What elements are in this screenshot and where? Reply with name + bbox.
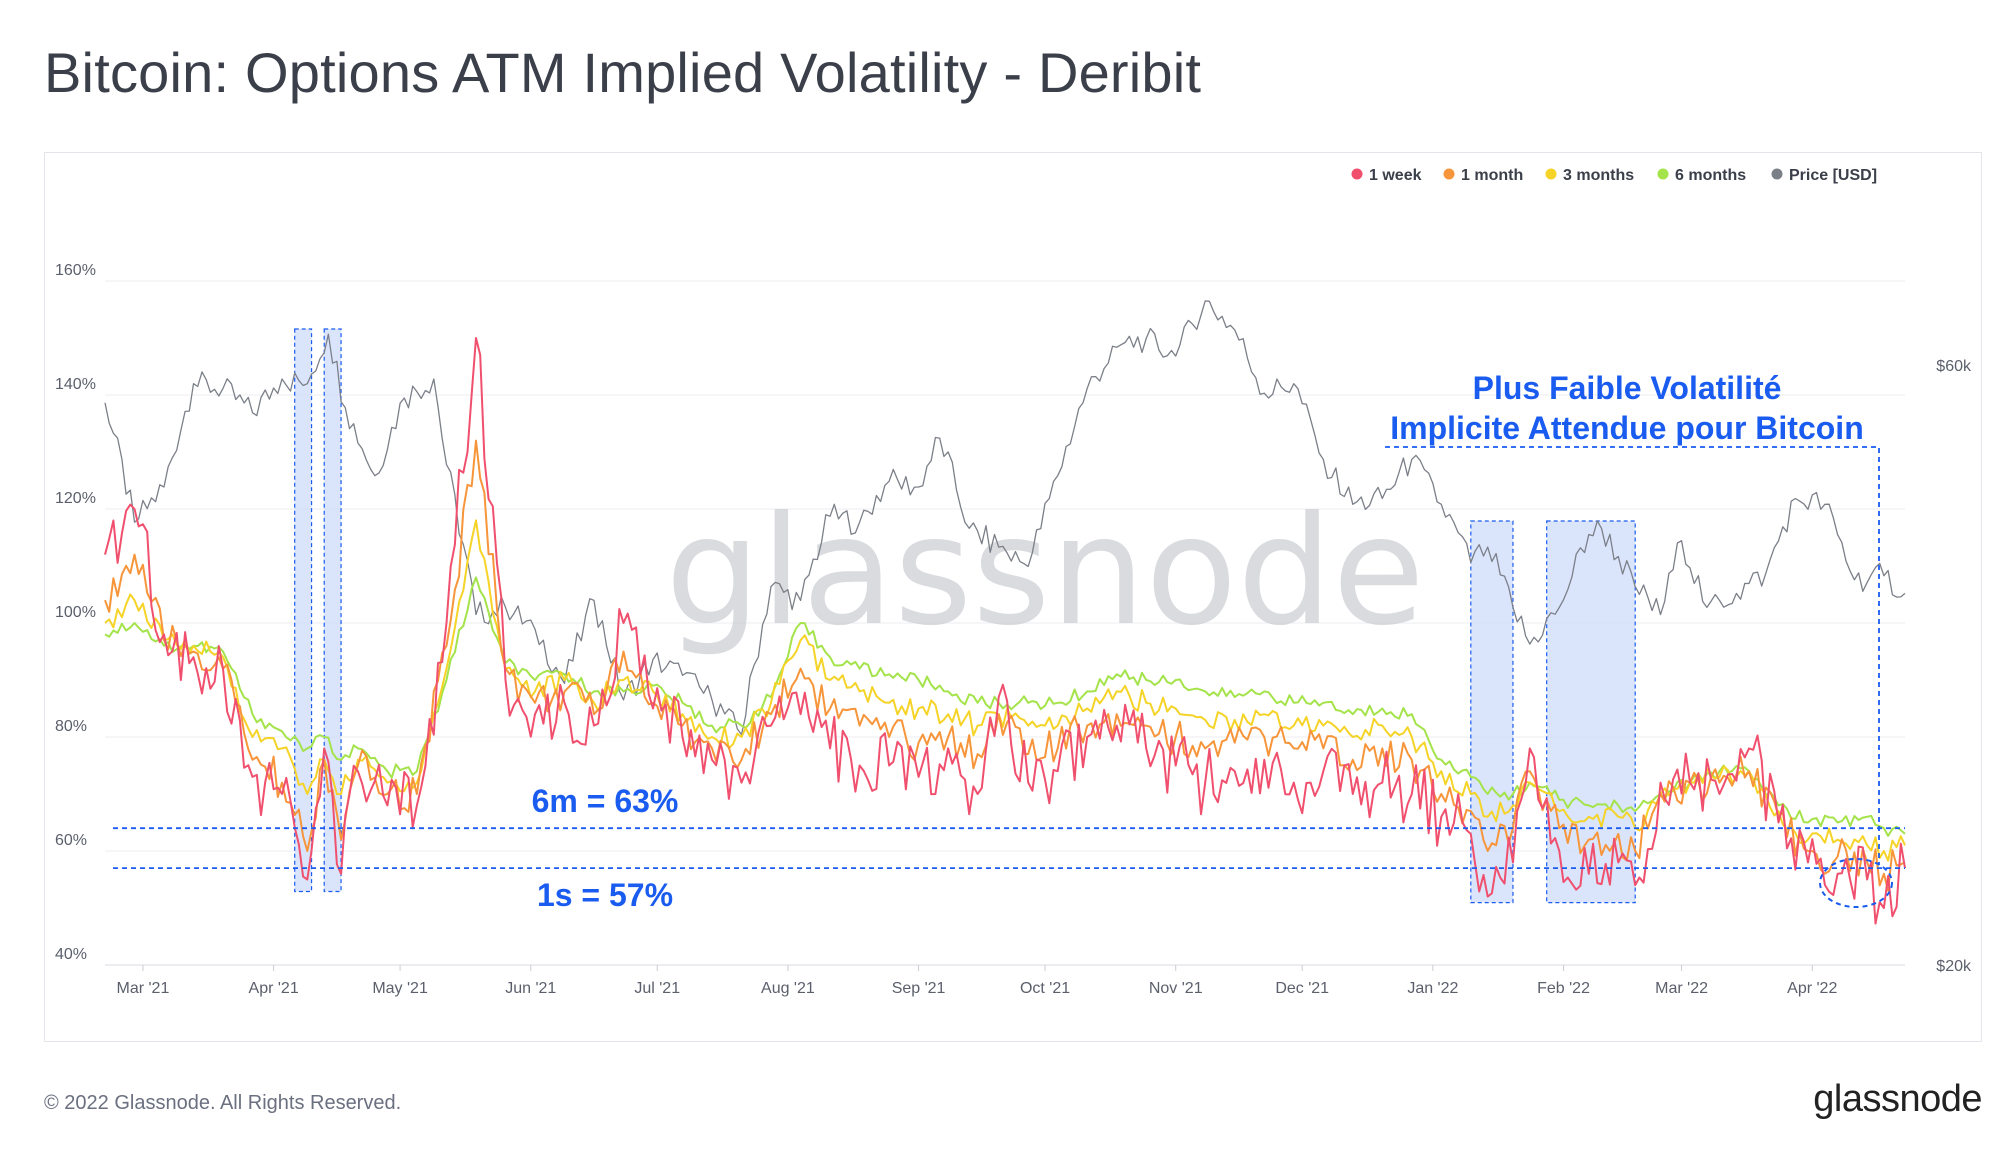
footer-copyright: © 2022 Glassnode. All Rights Reserved. [44, 1092, 402, 1114]
x-tick-label: Mar '22 [1655, 980, 1708, 997]
legend-label-1m: 1 month [1461, 167, 1523, 184]
x-tick-label: Apr '21 [249, 980, 299, 997]
x-tick-label: Mar '21 [117, 980, 170, 997]
x-tick-label: Jul '21 [634, 980, 680, 997]
highlight-period [1470, 520, 1514, 904]
grid-layer [105, 280, 1905, 966]
x-tick-label: Feb '22 [1537, 980, 1590, 997]
y-left-tick-label: 100% [55, 604, 96, 621]
headline-line-2: Implicite Attendue pour Bitcoin [1390, 410, 1863, 446]
y-left-tick-label: 140% [55, 376, 96, 393]
legend-label-price: Price [USD] [1789, 167, 1877, 184]
y-left-tick-label: 60% [55, 832, 87, 849]
chart-frame: glassnode 6m = 63% 1s = 57% Plus Faible Vo… [44, 152, 1982, 1042]
headline-connector [1385, 446, 1880, 865]
x-tick-label: Sep '21 [892, 980, 946, 997]
x-tick-label: Dec '21 [1275, 980, 1329, 997]
legend-label-6m: 6 months [1675, 167, 1746, 184]
series-line-price [104, 300, 1906, 736]
highlight-period [1546, 520, 1636, 904]
glassnode-logo[interactable]: glassnode [1813, 1078, 1982, 1120]
series-line-1w [104, 337, 1906, 925]
series-layer [104, 300, 1906, 925]
legend: Price [USD] 6 months 3 months 1 month 1 week [1351, 167, 1877, 184]
y-right-tick-label: $20k [1936, 958, 1972, 975]
highlight-period [323, 328, 342, 893]
legend-label-1w: 1 week [1369, 167, 1422, 184]
series-line-1m [104, 439, 1906, 892]
legend-swatch-6m [1657, 168, 1669, 180]
legend-swatch-3m [1545, 168, 1557, 180]
highlight-period [294, 328, 313, 893]
y-left-tick-label: 40% [55, 946, 87, 963]
legend-swatch-price [1771, 168, 1783, 180]
axis-layer: 40% 60% 80% 100% 120% 140% 160% $20k $60k Mar '21… [55, 262, 1972, 997]
annotation-layer: 6m = 63% 1s = 57% Plus Faible Volatilité Im… [113, 370, 1905, 913]
x-tick-label: Oct '21 [1020, 980, 1070, 997]
chart-svg: glassnode 6m = 63% 1s = 57% Plus Faible Vo… [55, 167, 1972, 997]
legend-swatch-1w [1351, 168, 1363, 180]
headline-line-1: Plus Faible Volatilité [1473, 370, 1782, 406]
y-left-tick-label: 160% [55, 262, 96, 279]
label-1w-level: 1s = 57% [537, 877, 673, 913]
series-line-6m [104, 576, 1906, 837]
lowest-vol-circle [1819, 858, 1893, 908]
page-title: Bitcoin: Options ATM Implied Volatility … [44, 41, 1202, 104]
y-left-tick-label: 120% [55, 490, 96, 507]
y-left-tick-label: 80% [55, 718, 87, 735]
legend-swatch-1m [1443, 168, 1455, 180]
x-tick-label: Aug '21 [761, 980, 815, 997]
y-right-tick-label: $60k [1936, 358, 1972, 375]
x-tick-label: Apr '22 [1787, 980, 1837, 997]
label-6m-level: 6m = 63% [532, 783, 679, 819]
x-tick-label: Jun '21 [505, 980, 556, 997]
series-line-3m [104, 519, 1906, 862]
x-tick-label: May '21 [372, 980, 428, 997]
watermark-text: glassnode [665, 485, 1424, 659]
legend-label-3m: 3 months [1563, 167, 1634, 184]
x-tick-label: Jan '22 [1407, 980, 1458, 997]
x-tick-label: Nov '21 [1149, 980, 1203, 997]
